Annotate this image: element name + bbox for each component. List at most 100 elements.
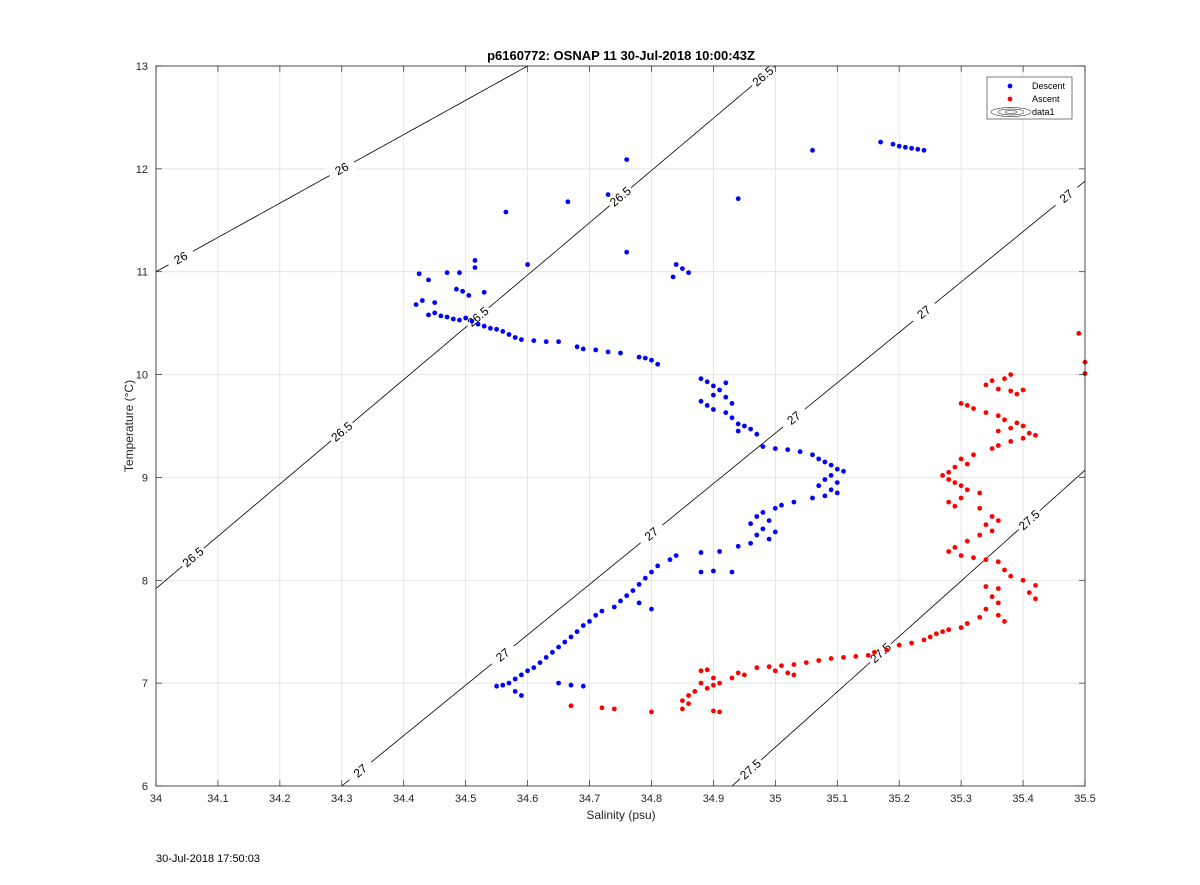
ascent-point xyxy=(995,559,1001,565)
y-tick-label: 8 xyxy=(142,575,148,587)
descent-point xyxy=(729,415,735,421)
descent-point xyxy=(426,312,431,318)
descent-point xyxy=(463,315,469,321)
ascent-point xyxy=(698,680,704,686)
descent-point xyxy=(698,376,704,382)
ascent-point xyxy=(995,428,1001,434)
ascent-point xyxy=(717,680,722,686)
x-tick-label: 35.5 xyxy=(1074,793,1095,805)
legend-label-descent: Descent xyxy=(1032,81,1066,91)
ascent-point xyxy=(921,637,927,643)
ascent-point xyxy=(946,549,952,554)
descent-point xyxy=(717,549,722,554)
ascent-point xyxy=(952,503,958,509)
descent-point xyxy=(642,575,648,581)
contour-label-bg xyxy=(747,61,779,91)
y-tick-label: 7 xyxy=(142,678,148,690)
descent-point xyxy=(772,529,778,535)
y-tick-label: 10 xyxy=(136,370,148,382)
contour-label-bg xyxy=(164,244,197,271)
descent-point xyxy=(512,335,518,340)
descent-point xyxy=(711,383,716,389)
ascent-point xyxy=(946,627,952,633)
ascent-point xyxy=(766,664,772,670)
descent-point xyxy=(543,339,549,345)
descent-point xyxy=(921,147,927,153)
contour-label: 26 xyxy=(333,159,352,178)
descent-point xyxy=(454,286,459,292)
descent-point xyxy=(565,199,571,205)
contour-label: 26 xyxy=(172,248,191,267)
descent-point xyxy=(472,258,478,263)
descent-point xyxy=(587,619,592,624)
ascent-point xyxy=(779,663,784,669)
descent-point xyxy=(834,480,840,485)
ascent-point xyxy=(946,499,952,505)
descent-point xyxy=(723,380,729,386)
descent-point xyxy=(711,568,716,574)
ascent-point xyxy=(785,670,791,676)
contour-label-bg xyxy=(486,639,519,670)
ascent-point xyxy=(995,586,1001,591)
ascent-point xyxy=(958,553,964,558)
ascent-point xyxy=(989,446,995,451)
descent-point xyxy=(568,634,574,640)
descent-point xyxy=(748,426,753,432)
descent-point xyxy=(686,270,691,276)
ascent-point xyxy=(964,403,970,408)
descent-point xyxy=(816,483,822,489)
contour-label-bg xyxy=(1050,181,1082,211)
x-axis-label: Salinity (psu) xyxy=(586,808,655,822)
descent-point xyxy=(624,157,630,163)
ascent-point xyxy=(940,473,945,478)
descent-point xyxy=(828,473,834,478)
x-tick-label: 35.2 xyxy=(888,793,909,805)
ascent-point xyxy=(989,528,995,534)
ascent-point xyxy=(1008,573,1014,579)
ascent-point xyxy=(983,382,989,388)
data-points xyxy=(413,139,1088,715)
descent-point xyxy=(506,680,512,686)
descent-point xyxy=(574,629,580,635)
legend-marker-ascent xyxy=(1007,96,1013,102)
descent-point xyxy=(909,145,914,151)
plot-area xyxy=(156,66,1085,786)
ascent-point xyxy=(735,670,741,676)
ascent-point xyxy=(711,708,716,714)
descent-point xyxy=(896,143,902,149)
descent-point xyxy=(481,289,487,295)
descent-point xyxy=(525,262,530,267)
descent-point xyxy=(537,660,543,665)
descent-point xyxy=(760,510,766,515)
contour-label-bg xyxy=(177,542,209,572)
x-tick-label: 35 xyxy=(769,793,781,805)
descent-point xyxy=(556,644,561,650)
descent-point xyxy=(772,446,778,451)
axis-ticks: 34 34.1 34.2 34.3 34.4 34.5 34.6 34.7 34.8 34.9 35… xyxy=(136,61,1096,805)
ascent-point xyxy=(964,487,970,493)
descent-point xyxy=(500,329,506,334)
descent-point xyxy=(655,563,661,569)
ascent-point xyxy=(958,401,964,406)
descent-point xyxy=(556,339,561,345)
ascent-point xyxy=(853,654,859,659)
descent-point xyxy=(550,649,555,655)
descent-point xyxy=(519,693,524,698)
descent-point xyxy=(698,550,704,555)
ascent-point xyxy=(1008,372,1014,377)
ascent-point xyxy=(772,668,778,674)
descent-point xyxy=(766,518,772,523)
ascent-point xyxy=(946,469,952,475)
ascent-point xyxy=(977,505,983,511)
ascent-point xyxy=(884,647,890,653)
descent-point xyxy=(816,456,822,462)
descent-point xyxy=(593,347,599,353)
descent-point xyxy=(791,499,797,505)
descent-point xyxy=(735,428,741,434)
ascent-point xyxy=(977,614,983,620)
descent-point xyxy=(729,569,735,575)
contour-label-bg xyxy=(325,416,358,447)
ascent-point xyxy=(698,668,704,674)
ascent-point xyxy=(983,584,989,589)
